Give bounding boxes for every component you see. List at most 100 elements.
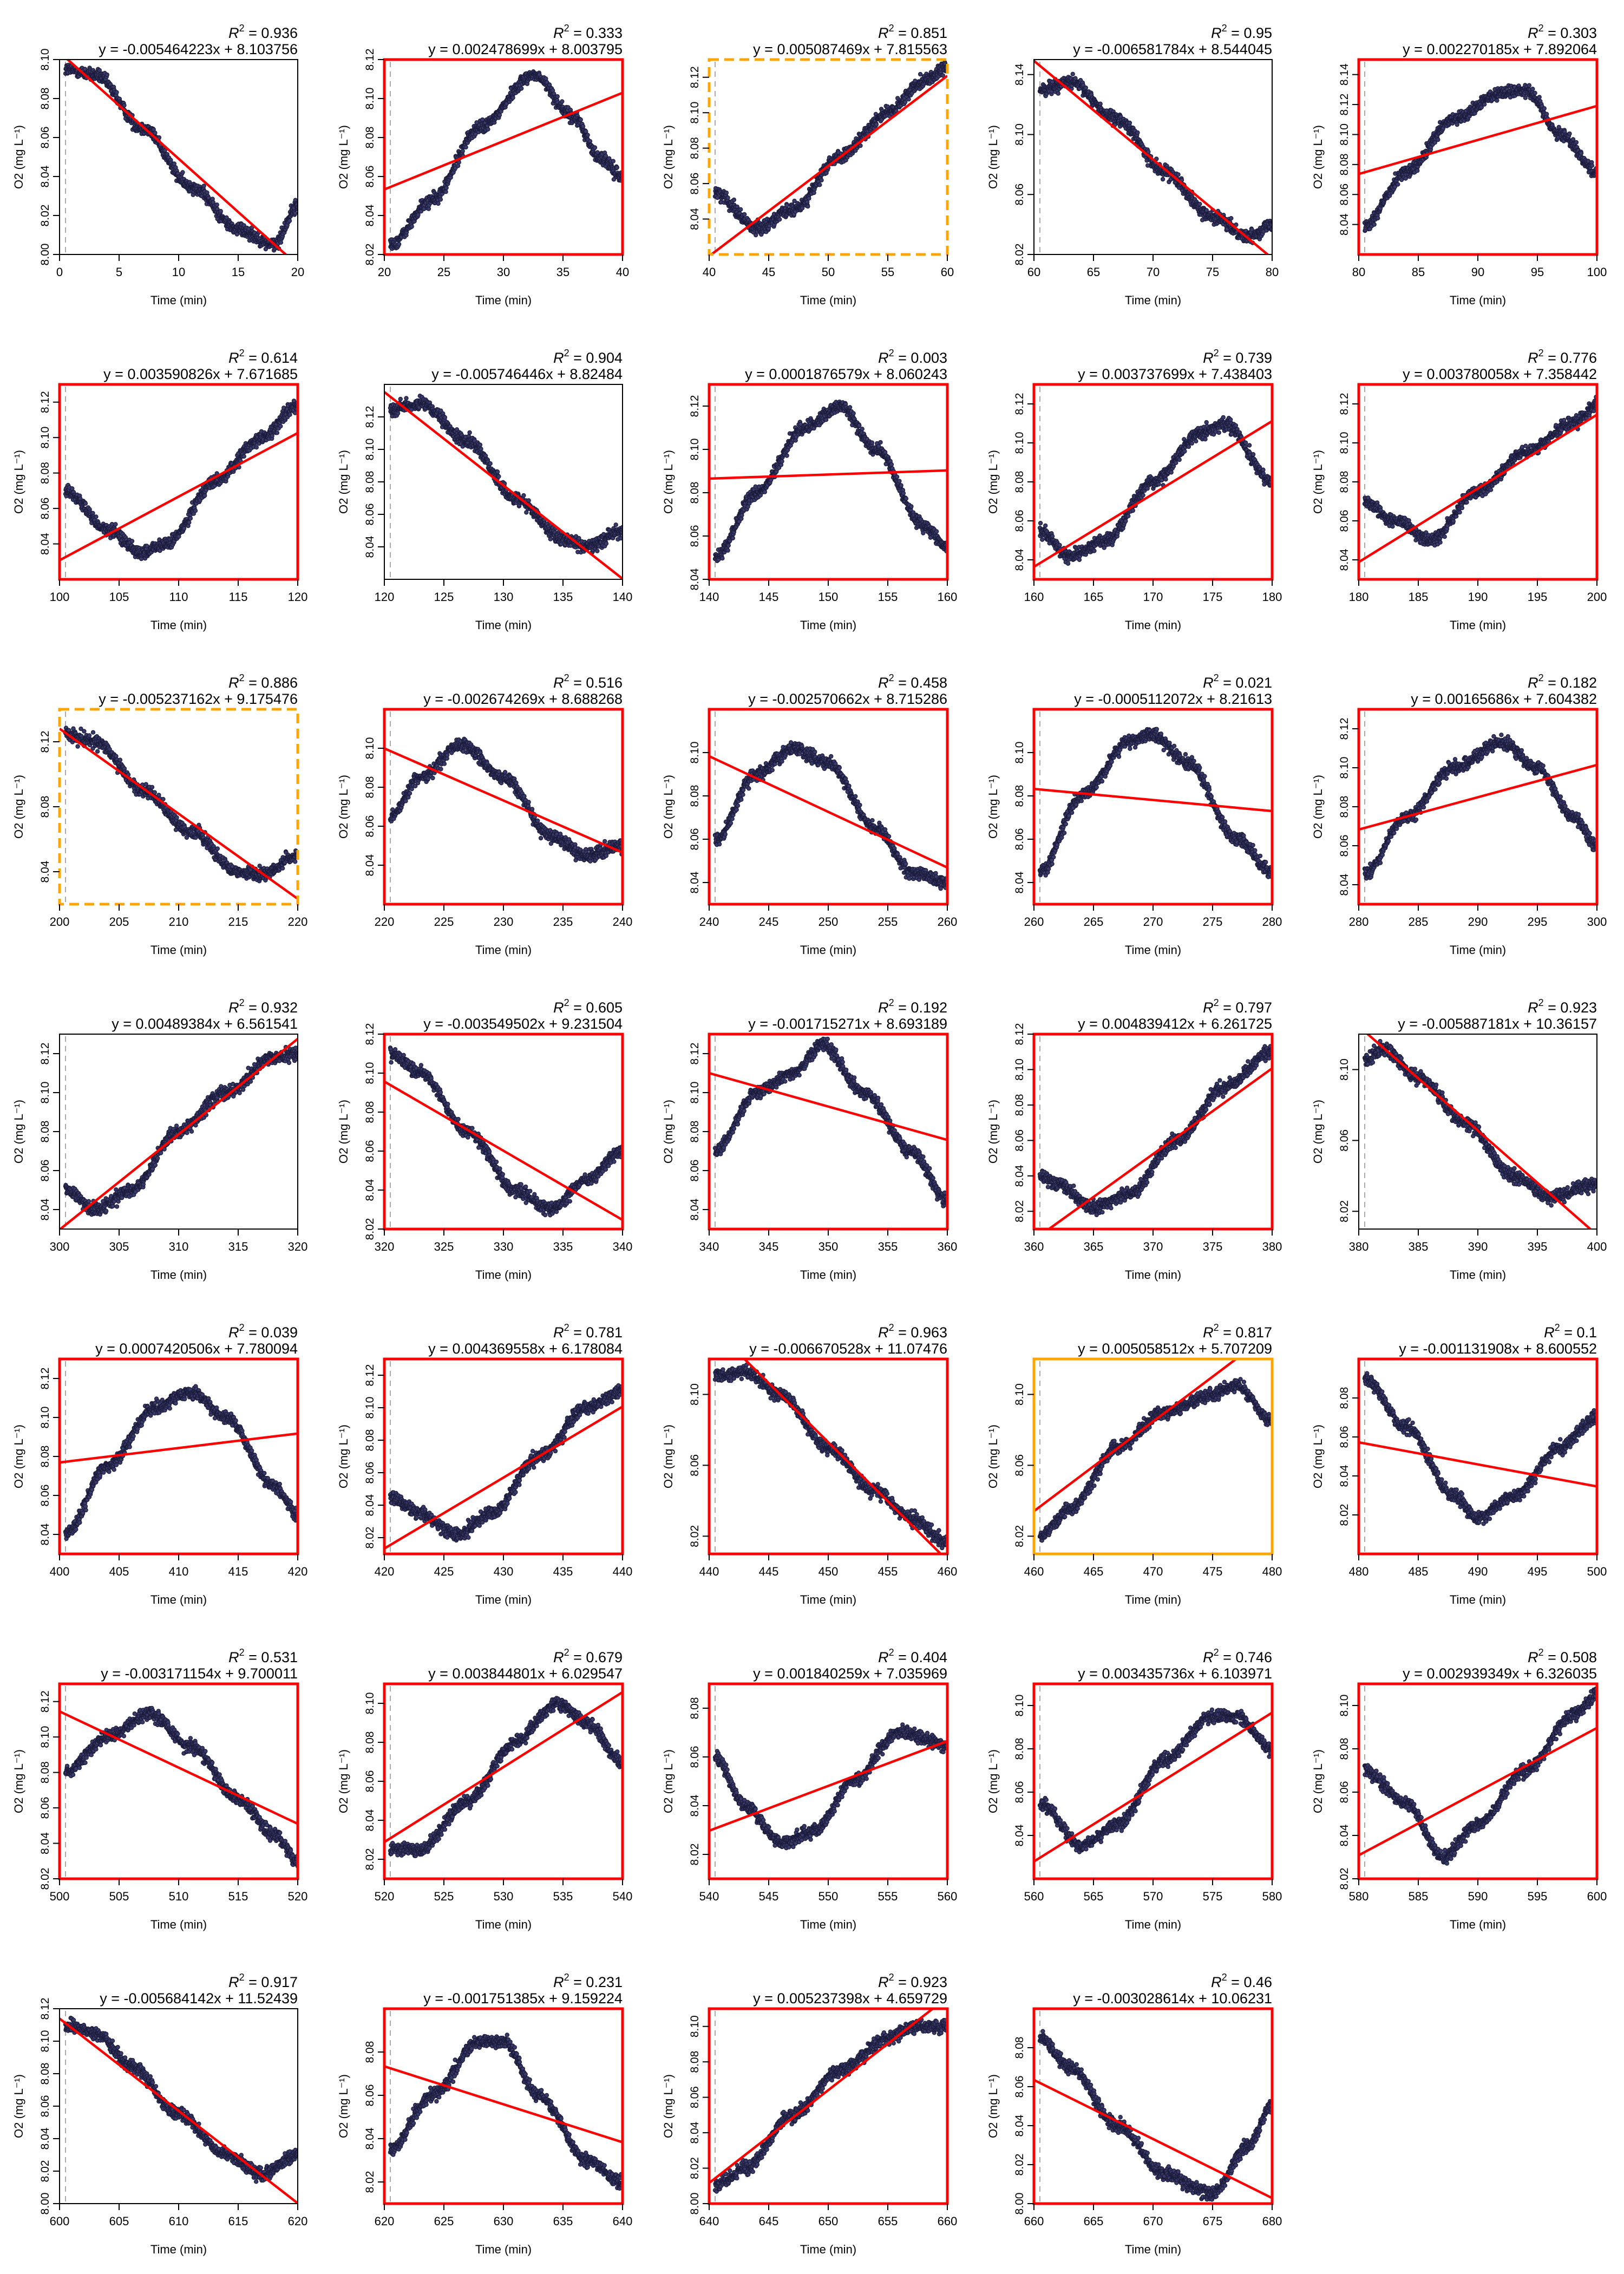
data-point [113, 522, 118, 527]
data-point [1533, 90, 1537, 95]
data-point [1574, 140, 1579, 145]
data-point [874, 122, 879, 127]
x-tick-label: 10 [172, 265, 185, 279]
y-axis-label: O2 (mg L⁻¹) [986, 125, 1000, 189]
data-point [819, 178, 824, 182]
r-squared: R2 = 0.936 [228, 23, 298, 41]
plot-border [1357, 58, 1599, 256]
y-tick-label: 8.04 [39, 165, 51, 187]
y-tick-label: 8.08 [364, 127, 376, 149]
fit-equation: y = -0.006581784x + 8.544045 [1073, 41, 1272, 57]
x-tick-label: 70 [1147, 265, 1160, 279]
x-tick-label: 75 [1206, 265, 1219, 279]
data-point [218, 208, 223, 214]
x-axis-label: Time (min) [800, 293, 856, 307]
data-point [738, 207, 743, 212]
data-point [784, 203, 789, 208]
data-point [201, 184, 206, 188]
x-tick-label: 20 [378, 265, 391, 279]
data-point [1403, 176, 1408, 181]
x-tick-label: 30 [497, 265, 510, 279]
data-point [234, 232, 239, 237]
fit-equation: y = -0.005464223x + 8.103756 [99, 41, 298, 57]
x-axis-label: Time (min) [150, 293, 207, 307]
data-point [202, 493, 207, 498]
data-point [205, 190, 209, 195]
data-point [224, 215, 229, 220]
plot-border [59, 59, 298, 255]
data-point [906, 97, 911, 102]
data-point [187, 520, 192, 525]
data-point [1537, 95, 1542, 100]
scatter-points [1037, 71, 1272, 245]
y-tick-label: 8.10 [39, 427, 51, 449]
scatter-points [388, 394, 623, 555]
r-squared: R2 = 0.851 [878, 23, 947, 41]
panel: 80 85 90 95 1008.048.068.088.108.128.14Time … [1311, 23, 1607, 307]
x-tick-label: 40 [703, 265, 716, 279]
fit-equation: y = 0.002478699x + 8.003795 [428, 41, 623, 57]
data-point [1495, 98, 1499, 103]
y-axis-label: O2 (mg L⁻¹) [662, 125, 675, 189]
data-point [902, 100, 908, 104]
data-point [460, 148, 465, 154]
y-tick-label: 8.10 [689, 102, 701, 124]
x-axis-label: Time (min) [1125, 293, 1181, 307]
data-point [1127, 120, 1132, 126]
y-tick-label: 8.10 [364, 88, 376, 110]
y-tick-label: 8.06 [364, 166, 376, 188]
data-point [611, 159, 616, 164]
x-tick-label: 25 [437, 265, 450, 279]
x-tick-label: 15 [232, 265, 245, 279]
data-point [555, 94, 560, 99]
r-squared: R2 = 0.614 [228, 348, 298, 366]
y-tick-label: 8.08 [689, 137, 701, 159]
data-point [560, 99, 565, 104]
y-tick-label: 8.14 [1013, 63, 1026, 86]
panel: 100 105 110 115 1208.048.068.088.108.12Time … [12, 348, 307, 632]
data-point [918, 71, 923, 77]
fit-equation: y = 0.002270185x + 7.892064 [1403, 41, 1597, 57]
data-point [585, 133, 590, 138]
x-tick-label: 65 [1087, 265, 1100, 279]
y-tick-label: 8.06 [1013, 184, 1026, 206]
x-tick-label: 20 [291, 265, 304, 279]
y-tick-label: 8.12 [1338, 94, 1351, 116]
panel: 120 125 130 135 1408.048.068.088.108.12Time … [337, 348, 632, 632]
x-tick-label: 105 [109, 590, 129, 604]
data-point [807, 196, 811, 201]
data-point [1544, 112, 1549, 116]
data-point [254, 445, 259, 450]
data-point [1204, 208, 1209, 213]
y-tick-label: 8.08 [1338, 153, 1351, 175]
data-point [172, 161, 176, 166]
data-point [1455, 122, 1459, 127]
data-point [463, 145, 468, 150]
data-point [486, 127, 490, 132]
x-tick-label: 100 [1587, 265, 1607, 279]
x-tick-label: 50 [822, 265, 835, 279]
data-point [543, 76, 548, 81]
data-point [156, 135, 162, 140]
data-point [436, 201, 441, 206]
y-axis-label: O2 (mg L⁻¹) [1311, 125, 1325, 189]
data-point [1527, 83, 1532, 88]
data-point [287, 218, 292, 223]
scatter-points [63, 398, 298, 561]
plot-border [58, 383, 299, 581]
data-point [153, 130, 158, 135]
data-point [94, 514, 99, 519]
x-tick-label: 55 [881, 265, 894, 279]
data-point [1135, 130, 1140, 135]
r-squared: R2 = 0.95 [1211, 23, 1272, 41]
data-point [274, 430, 280, 435]
scatter-points [388, 69, 623, 251]
data-point [214, 202, 219, 207]
data-point [592, 145, 598, 150]
data-point [510, 95, 515, 100]
data-point [1436, 137, 1440, 142]
regression-fit-line [60, 432, 298, 561]
data-point [1579, 151, 1584, 156]
y-tick-label: 8.02 [39, 205, 51, 227]
